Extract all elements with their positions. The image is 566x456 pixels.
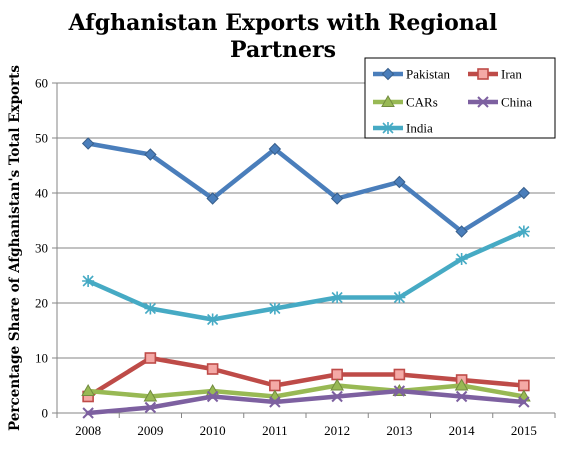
point-pakistan-2011 (268, 142, 282, 156)
y-axis-label: Percentage Share of Afghanistan's Total … (7, 65, 23, 431)
point-pakistan-2010 (206, 192, 219, 205)
point-china-2009 (144, 401, 157, 414)
point-india-2013 (393, 291, 406, 304)
x-tick-label: 2011 (262, 423, 288, 438)
point-india-2012 (331, 291, 344, 304)
series-line-pakistan (85, 141, 527, 234)
x-tick-labels: 2008 2009 2010 2011 2012 2013 2014 2015 (75, 423, 537, 438)
x-tick-label: 2009 (137, 423, 163, 438)
legend: Pakistan Iran CARs China India (364, 57, 556, 139)
point-china-2010 (206, 390, 219, 403)
series-line-china (85, 388, 527, 416)
point-china-2008 (82, 407, 94, 419)
legend-label: India (406, 121, 433, 136)
legend-item-iran: Iran (468, 67, 522, 82)
y-tick-label: 50 (35, 131, 48, 146)
legend-item-cars: CARs (373, 95, 438, 110)
series-pakistan (81, 137, 531, 238)
point-pakistan-2013 (393, 175, 406, 189)
series-line-india (85, 229, 527, 322)
point-cars-2012 (330, 378, 344, 391)
point-iran-2013 (393, 368, 406, 381)
series-india (82, 225, 530, 326)
point-china-2013 (393, 385, 406, 397)
legend-label: China (501, 95, 532, 110)
y-tick-labels: 0 10 20 30 40 50 60 (35, 76, 48, 421)
y-tick-label: 0 (42, 406, 49, 421)
y-tick-label: 30 (35, 241, 48, 256)
point-india-2008 (82, 275, 95, 287)
legend-marker (382, 122, 394, 134)
point-china-2015 (518, 396, 530, 408)
legend-label: Iran (501, 67, 522, 82)
point-india-2010 (206, 313, 219, 326)
legend-marker (381, 67, 395, 81)
point-iran-2011 (269, 379, 281, 392)
legend-label: CARs (406, 95, 438, 110)
legend-marker (477, 96, 489, 108)
chart-title-line-2: Partners (230, 37, 336, 63)
point-pakistan-2015 (517, 186, 531, 200)
y-tick-label: 10 (35, 351, 48, 366)
legend-item-india: India (373, 121, 433, 136)
legend-marker (381, 94, 395, 107)
legend-item-china: China (468, 95, 532, 110)
point-india-2009 (144, 302, 157, 315)
point-cars-2008 (81, 383, 95, 396)
point-india-2014 (455, 253, 468, 265)
series-china (82, 385, 530, 419)
x-tick-label: 2014 (449, 423, 476, 438)
point-iran-2012 (331, 368, 343, 381)
legend-item-pakistan: Pakistan (373, 67, 451, 82)
point-india-2011 (268, 302, 281, 315)
x-tick-label: 2008 (75, 423, 101, 438)
y-tick-label: 20 (35, 296, 48, 311)
point-iran-2009 (144, 352, 157, 364)
legend-marker (477, 68, 489, 80)
chart-title-line-1: Afghanistan Exports with Regional (68, 10, 498, 36)
x-tick-label: 2015 (511, 423, 537, 438)
x-tick-label: 2012 (324, 423, 350, 438)
series-iran (82, 352, 530, 403)
point-iran-2015 (518, 379, 530, 392)
y-tick-label: 40 (35, 186, 48, 201)
legend-box (364, 57, 556, 139)
point-china-2014 (455, 390, 468, 403)
point-india-2015 (517, 225, 530, 238)
point-pakistan-2014 (455, 225, 468, 238)
point-pakistan-2009 (144, 148, 157, 161)
legend-label: Pakistan (406, 67, 451, 82)
series-group (81, 137, 531, 419)
point-china-2011 (269, 396, 281, 408)
point-china-2012 (331, 390, 343, 403)
point-pakistan-2012 (330, 192, 344, 205)
x-tick-label: 2010 (200, 423, 226, 438)
point-cars-2014 (454, 378, 469, 391)
y-tick-label: 60 (35, 76, 48, 91)
x-tick-label: 2013 (386, 423, 412, 438)
point-cars-2009 (143, 389, 158, 402)
axes (52, 82, 556, 418)
series-line-iran (85, 355, 527, 399)
point-iran-2010 (206, 363, 219, 375)
series-line-cars (85, 383, 527, 399)
point-pakistan-2008 (81, 137, 95, 150)
